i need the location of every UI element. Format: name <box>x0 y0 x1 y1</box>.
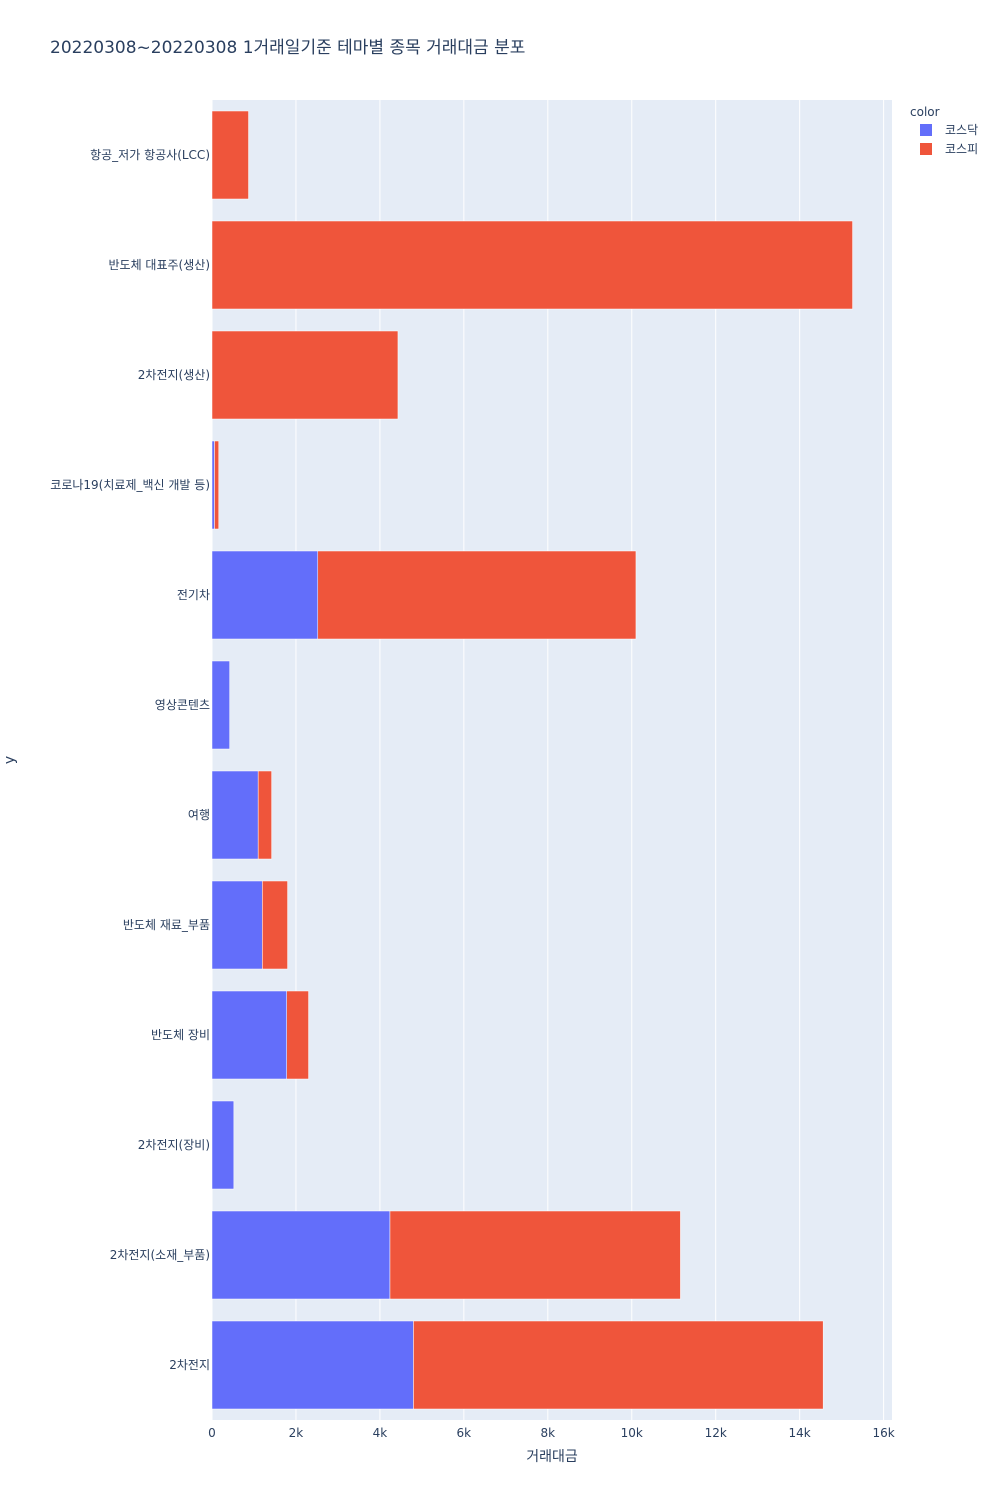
x-tick-label-3: 6k <box>457 1426 472 1440</box>
bar-1-1 <box>211 220 853 310</box>
bar-1-6 <box>257 770 272 860</box>
x-axis-ticks: 0 2k 4k 6k 8k 10k 12k 14k 16k <box>208 1426 895 1440</box>
y-category-label-8: 반도체 장비 <box>151 1028 210 1042</box>
bar-0-9 <box>211 1100 235 1190</box>
x-tick-label-7: 14k <box>789 1426 811 1440</box>
y-category-label-9: 2차전지(장비) <box>138 1138 210 1152</box>
bar-1-0 <box>211 110 249 200</box>
bar-1-3 <box>214 440 219 530</box>
y-category-label-0: 항공_저가 항공사(LCC) <box>90 148 210 162</box>
legend-label-1: 코스피 <box>945 142 978 156</box>
bar-0-3 <box>211 440 215 530</box>
x-tick-label-2: 4k <box>373 1426 388 1440</box>
x-axis-title: 거래대금 <box>526 1449 578 1465</box>
y-category-label-7: 반도체 재료_부품 <box>123 918 210 932</box>
y-category-label-6: 여행 <box>188 807 210 822</box>
x-tick-label-4: 8k <box>541 1426 556 1440</box>
bar-1-10 <box>389 1210 681 1300</box>
bar-0-6 <box>211 770 259 860</box>
y-category-label-5: 영상콘텐츠 <box>155 698 210 712</box>
bar-1-8 <box>286 990 309 1080</box>
y-axis-title: y <box>2 756 18 764</box>
bar-0-7 <box>211 880 263 970</box>
legend-swatch-1 <box>920 143 932 155</box>
y-category-label-3: 코로나19(치료제_백신 개발 등) <box>50 478 210 492</box>
x-tick-label-6: 12k <box>705 1426 727 1440</box>
x-tick-label-1: 2k <box>289 1426 304 1440</box>
bar-1-11 <box>413 1320 824 1410</box>
chart-title: 20220308~20220308 1거래일기준 테마별 종목 거래대금 분포 <box>50 38 526 58</box>
y-category-label-11: 2차전지 <box>169 1358 210 1372</box>
y-axis-categories: 항공_저가 항공사(LCC) 반도체 대표주(생산) 2차전지(생산) 코로나19(치… <box>50 148 210 1372</box>
x-tick-label-0: 0 <box>208 1426 216 1440</box>
bar-1-7 <box>262 880 288 970</box>
legend-label-0: 코스닥 <box>945 123 978 137</box>
bar-0-5 <box>211 660 230 750</box>
legend-swatch-0 <box>920 124 932 136</box>
y-category-label-2: 2차전지(생산) <box>138 368 210 382</box>
x-tick-label-8: 16k <box>872 1426 894 1440</box>
y-category-label-1: 반도체 대표주(생산) <box>109 258 211 272</box>
bar-0-11 <box>211 1320 414 1410</box>
plot-background <box>212 100 892 1420</box>
bar-1-4 <box>317 550 637 640</box>
bar-0-8 <box>211 990 287 1080</box>
bar-0-10 <box>211 1210 391 1300</box>
bars <box>211 110 853 1410</box>
x-tick-label-5: 10k <box>621 1426 643 1440</box>
y-category-label-10: 2차전지(소재_부품) <box>110 1248 210 1262</box>
y-category-label-4: 전기차 <box>177 588 210 602</box>
gridlines <box>211 100 885 1420</box>
legend-title: color <box>910 105 940 119</box>
bar-0-4 <box>211 550 319 640</box>
bar-1-2 <box>211 330 399 420</box>
